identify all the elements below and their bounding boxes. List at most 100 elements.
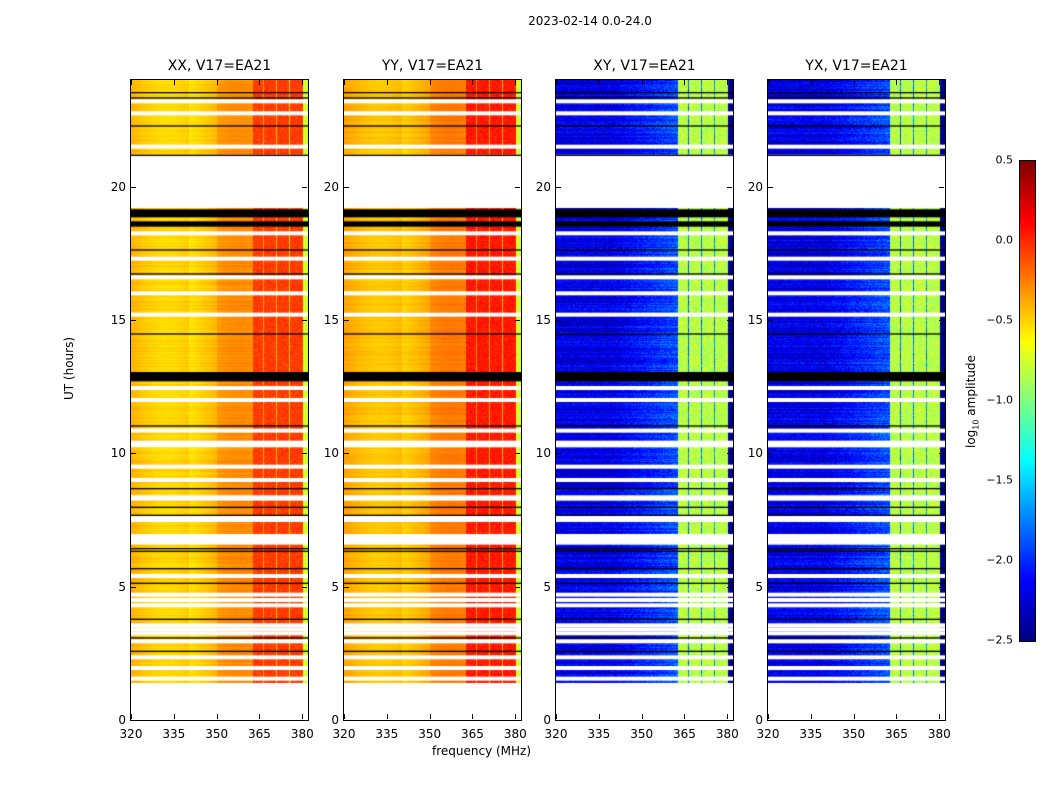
x-tick-label: 335 — [587, 727, 611, 741]
panel-title: YX, V17=EA21 — [805, 58, 908, 74]
y-tick-mark — [131, 320, 136, 321]
y-tick-mark — [302, 720, 307, 721]
x-tick-mark — [302, 80, 304, 85]
y-tick-label: 20 — [747, 179, 763, 194]
x-tick-mark — [472, 714, 474, 719]
x-tick-mark — [896, 80, 898, 85]
x-tick-mark — [853, 80, 855, 85]
panel-yy: YY, V17=EA21 320 335 350 365 380 0 5 10 15 20 — [324, 58, 527, 741]
x-tick-mark — [684, 714, 686, 719]
y-tick-mark — [727, 186, 732, 188]
y-tick-label: 10 — [535, 446, 551, 461]
y-tick-mark — [939, 453, 944, 455]
colorbar-tick-label: −0.5 — [986, 313, 1013, 327]
x-tick-label: 380 — [503, 727, 527, 741]
x-tick-mark — [131, 80, 132, 85]
y-tick-label: 15 — [110, 313, 126, 327]
x-tick-label: 365 — [461, 727, 484, 741]
x-tick-mark — [768, 80, 769, 85]
y-tick-mark — [727, 320, 732, 321]
y-tick-label: 15 — [747, 313, 763, 327]
y-tick-mark — [344, 586, 349, 588]
x-tick-label: 350 — [842, 727, 866, 741]
y-tick-label: 5 — [331, 579, 339, 594]
x-tick-label: 320 — [332, 727, 356, 741]
x-tick-mark — [641, 80, 643, 85]
x-tick-label: 335 — [162, 727, 186, 741]
y-tick-mark — [556, 453, 561, 455]
y-tick-mark — [515, 720, 520, 721]
y-tick-label: 20 — [110, 179, 126, 194]
x-tick-mark — [810, 714, 812, 719]
colorbar-tick-label: 0.0 — [995, 233, 1014, 247]
x-tick-label: 320 — [544, 727, 568, 741]
y-tick-mark — [131, 720, 136, 721]
panel-yx: YX, V17=EA21 320 335 350 365 380 0 5 10 15 20 — [748, 58, 951, 741]
x-tick-label: 365 — [885, 727, 908, 741]
x-tick-mark — [386, 80, 388, 85]
x-tick-mark — [684, 80, 686, 85]
y-tick-label: 0 — [118, 713, 126, 727]
x-tick-label: 320 — [119, 727, 143, 741]
y-tick-mark — [556, 320, 561, 321]
x-tick-mark — [386, 714, 388, 719]
y-axis-label: UT (hours) — [62, 336, 76, 400]
x-tick-mark — [939, 714, 941, 719]
x-tick-mark — [302, 714, 304, 719]
y-tick-mark — [515, 186, 520, 188]
x-tick-mark — [727, 714, 729, 719]
y-tick-label: 15 — [323, 313, 339, 327]
x-tick-label: 335 — [799, 727, 823, 741]
heatmap-xx — [131, 80, 308, 720]
y-tick-label: 20 — [323, 179, 339, 194]
x-tick-mark — [598, 80, 600, 85]
x-tick-mark — [768, 714, 769, 719]
heatmap-xy — [556, 80, 733, 720]
y-tick-mark — [131, 186, 136, 188]
x-tick-mark — [429, 714, 431, 719]
panel-xx: XX, V17=EA21 320 335 350 365 380 0 5 10 15 20 — [111, 58, 314, 741]
x-tick-mark — [344, 80, 345, 85]
x-tick-label: 365 — [248, 727, 271, 741]
y-tick-mark — [344, 720, 349, 721]
y-tick-label: 0 — [331, 713, 339, 727]
x-tick-mark — [727, 80, 729, 85]
y-tick-mark — [556, 586, 561, 588]
y-tick-mark — [302, 453, 307, 455]
x-tick-label: 320 — [756, 727, 780, 741]
x-tick-label: 335 — [375, 727, 399, 741]
x-tick-label: 380 — [927, 727, 951, 741]
y-tick-mark — [302, 186, 307, 188]
colorbar-gradient — [1020, 161, 1035, 641]
y-tick-mark — [131, 586, 136, 588]
y-tick-mark — [727, 720, 732, 721]
panel-title: YY, V17=EA21 — [381, 58, 484, 74]
x-tick-mark — [429, 80, 431, 85]
y-tick-mark — [515, 586, 520, 588]
y-tick-mark — [131, 453, 136, 455]
y-tick-mark — [556, 720, 561, 721]
x-tick-mark — [853, 714, 855, 719]
y-tick-mark — [515, 320, 520, 321]
panel-title: XY, V17=EA21 — [593, 58, 696, 74]
heatmap-yy — [344, 80, 521, 720]
y-tick-label: 10 — [747, 446, 763, 461]
y-tick-mark — [939, 320, 944, 321]
y-tick-mark — [344, 453, 349, 455]
y-tick-mark — [768, 186, 773, 188]
y-tick-mark — [768, 720, 773, 721]
x-tick-mark — [344, 714, 345, 719]
y-tick-mark — [939, 186, 944, 188]
colorbar-tick-label: 0.5 — [995, 153, 1014, 167]
y-tick-label: 10 — [110, 446, 126, 461]
y-tick-label: 0 — [543, 713, 551, 727]
y-tick-mark — [727, 453, 732, 455]
panel-title: XX, V17=EA21 — [167, 58, 272, 74]
x-tick-mark — [131, 714, 132, 719]
x-tick-mark — [173, 714, 175, 719]
x-tick-mark — [641, 714, 643, 719]
y-tick-mark — [768, 453, 773, 455]
y-tick-label: 0 — [755, 713, 763, 727]
x-tick-label: 380 — [715, 727, 739, 741]
y-tick-mark — [768, 586, 773, 588]
